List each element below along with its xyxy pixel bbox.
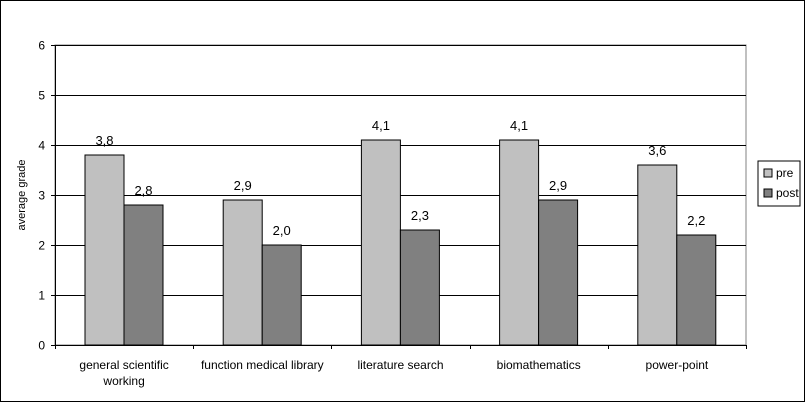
y-tick-label: 2 — [38, 239, 45, 253]
data-label-pre-4: 3,6 — [648, 143, 666, 158]
y-tick-label: 4 — [38, 139, 45, 153]
bar-post-2 — [399, 229, 440, 346]
x-category-label: working — [102, 374, 144, 388]
bar-pre-4 — [637, 164, 678, 346]
x-category-label: biomathematics — [497, 358, 581, 372]
y-tick-label: 0 — [38, 339, 45, 353]
bar-pre-2 — [360, 139, 401, 346]
bar-pre-0 — [84, 154, 125, 346]
y-axis-label: average grade — [16, 160, 28, 231]
x-category-label: function medical library — [201, 358, 324, 372]
data-label-pre-2: 4,1 — [372, 118, 390, 133]
y-tick-label: 5 — [38, 89, 45, 103]
legend-box — [757, 160, 801, 207]
legend-swatch-pre — [763, 168, 773, 178]
data-label-pre-1: 2,9 — [234, 178, 252, 193]
y-tick-label: 6 — [38, 39, 45, 53]
x-category-label: power-point — [646, 358, 709, 372]
legend-label-pre: pre — [776, 166, 794, 180]
bar-post-3 — [538, 199, 579, 346]
bar-pre-1 — [222, 199, 263, 346]
data-label-post-4: 2,2 — [687, 213, 705, 228]
x-category-label: literature search — [357, 358, 443, 372]
y-tick-label: 1 — [38, 289, 45, 303]
bar-post-0 — [123, 204, 164, 346]
bar-post-4 — [676, 234, 717, 346]
legend-swatch-post — [763, 188, 773, 198]
data-label-pre-0: 3,8 — [95, 133, 113, 148]
legend: pre post — [757, 160, 801, 207]
data-label-post-2: 2,3 — [411, 208, 429, 223]
data-label-pre-3: 4,1 — [510, 118, 528, 133]
bar-pre-3 — [499, 139, 540, 346]
data-label-post-0: 2,8 — [134, 183, 152, 198]
data-label-post-1: 2,0 — [273, 223, 291, 238]
bar-post-1 — [261, 244, 302, 346]
data-label-post-3: 2,9 — [549, 178, 567, 193]
legend-label-post: post — [776, 186, 799, 200]
y-tick-label: 3 — [38, 189, 45, 203]
x-category-label: general scientific — [79, 358, 168, 372]
